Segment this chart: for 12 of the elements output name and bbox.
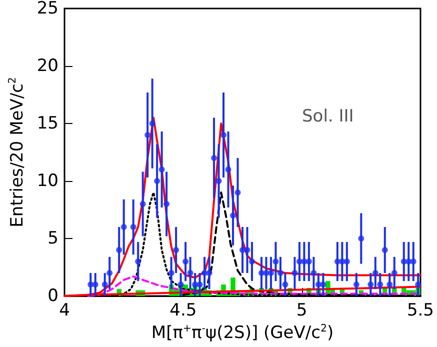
x-tick-label: 4.5: [170, 300, 197, 320]
y-tick-label: 10: [36, 171, 58, 191]
x-tick-label: 5: [296, 300, 308, 320]
y-tick-label: 5: [48, 228, 58, 248]
y-tick-label: 0: [48, 286, 58, 306]
y-tick-label: 20: [36, 56, 58, 76]
y-tick-label: 25: [36, 0, 58, 18]
x-tick-label: 4: [59, 300, 70, 320]
y-axis-title: Entries/20 MeV/c2: [7, 77, 28, 228]
x-tick-label: 5.5: [406, 300, 434, 320]
y-tick-label: 15: [36, 114, 58, 134]
annotation: Sol. III: [302, 106, 354, 126]
